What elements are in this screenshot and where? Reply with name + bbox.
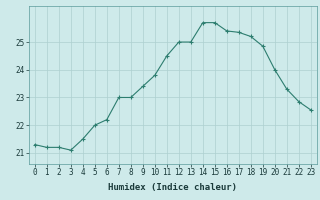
- X-axis label: Humidex (Indice chaleur): Humidex (Indice chaleur): [108, 183, 237, 192]
